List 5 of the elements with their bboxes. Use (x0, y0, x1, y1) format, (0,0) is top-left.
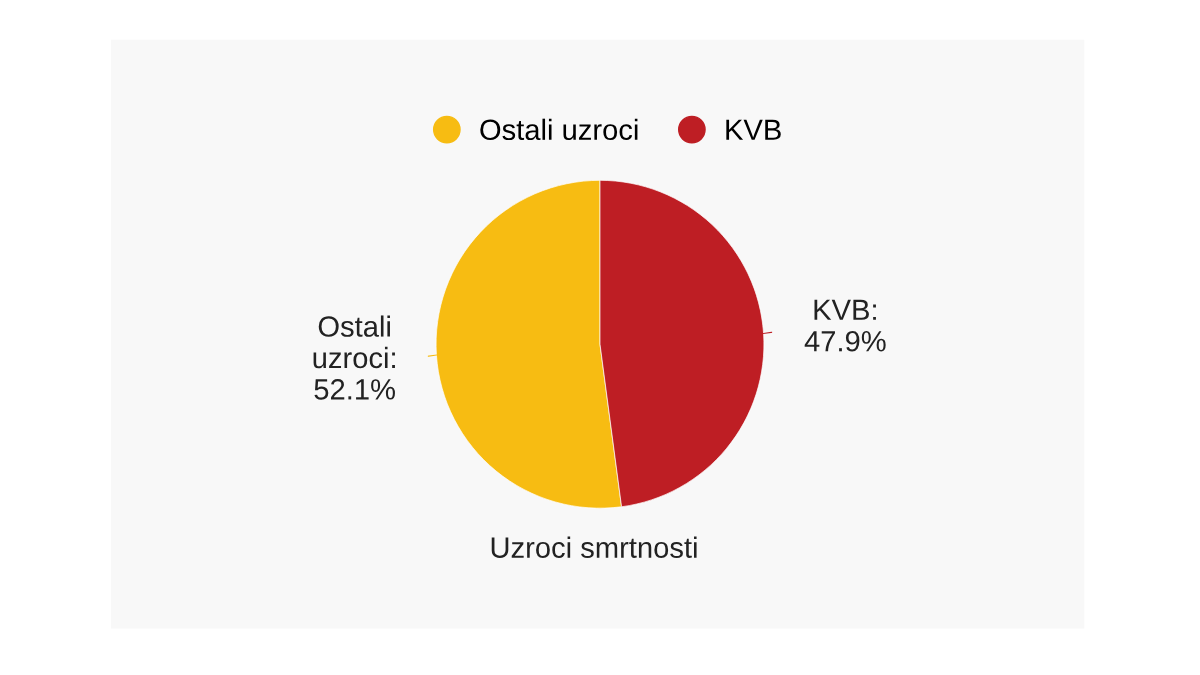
data-label: Ostali uzroci: 52.1% (313, 315, 395, 400)
data-label: KVB: 47.9% (804, 299, 886, 352)
legend-label: KVB (726, 119, 781, 140)
legend-label: Ostali uzroci (480, 118, 638, 141)
text: Uzroci smrtnosti (491, 536, 697, 558)
